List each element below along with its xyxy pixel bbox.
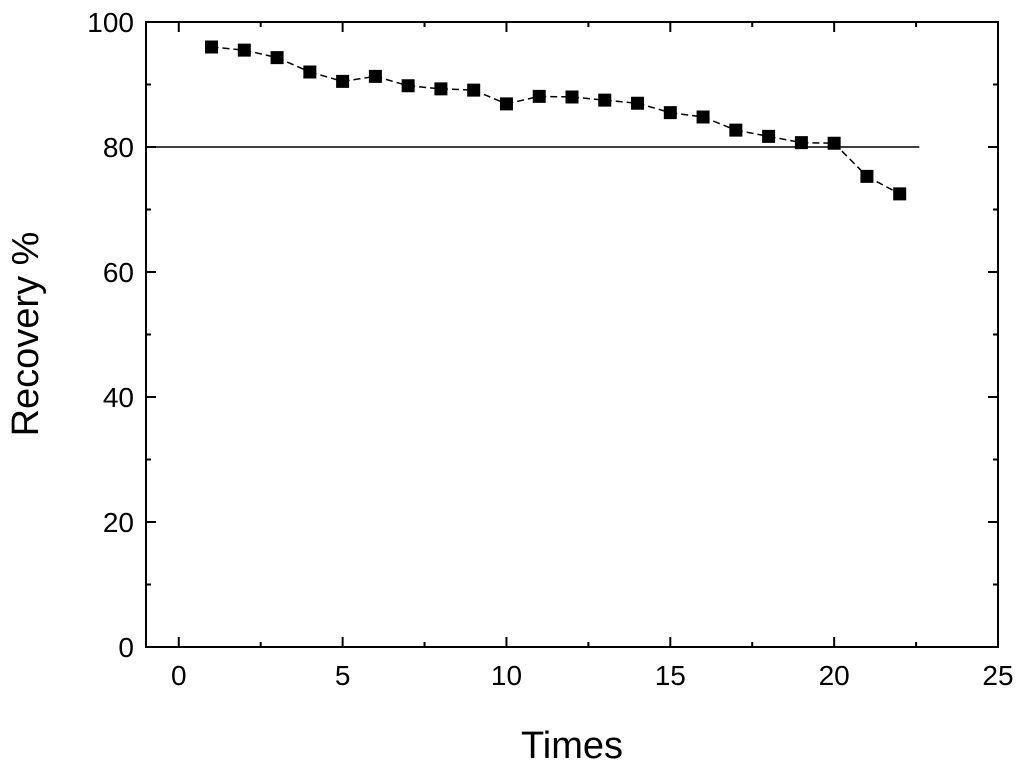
- y-axis-title: Recovery %: [5, 232, 47, 437]
- x-tick-label: 5: [335, 660, 351, 691]
- x-tick-label: 15: [655, 660, 686, 691]
- y-tick-label: 40: [103, 382, 134, 413]
- data-point-marker: [598, 93, 612, 107]
- data-point-marker: [762, 129, 776, 143]
- data-point-marker: [794, 136, 808, 150]
- data-point-marker: [336, 74, 350, 88]
- data-series: [205, 40, 907, 201]
- plot-frame: [145, 21, 999, 648]
- y-tick-label: 100: [87, 7, 134, 38]
- y-tick-label: 60: [103, 257, 134, 288]
- data-point-marker: [303, 65, 317, 79]
- data-point-marker: [696, 110, 710, 124]
- data-point-marker: [827, 136, 841, 150]
- x-tick-label: 10: [491, 660, 522, 691]
- data-point-marker: [663, 106, 677, 120]
- data-point-marker: [893, 187, 907, 201]
- data-point-marker: [237, 43, 251, 57]
- data-point-marker: [499, 97, 513, 111]
- data-point-marker: [368, 69, 382, 83]
- data-point-marker: [401, 79, 415, 93]
- data-point-marker: [467, 83, 481, 97]
- x-axis-title: Times: [521, 725, 623, 766]
- axis-ticks: [146, 21, 999, 648]
- x-tick-label: 0: [171, 660, 187, 691]
- data-point-marker: [860, 169, 874, 183]
- data-point-marker: [532, 89, 546, 103]
- data-point-marker: [434, 82, 448, 96]
- y-tick-label: 80: [103, 132, 134, 163]
- tick-labels: 0 5 10 15 20 25 0 20 40 60 80 100: [87, 7, 1013, 691]
- data-point-marker: [205, 40, 219, 54]
- x-tick-label: 25: [982, 660, 1013, 691]
- y-tick-label: 20: [103, 507, 134, 538]
- data-point-marker: [270, 51, 284, 65]
- x-tick-label: 20: [819, 660, 850, 691]
- data-point-marker: [565, 90, 579, 104]
- y-tick-label: 0: [118, 632, 134, 663]
- data-point-marker: [729, 123, 743, 137]
- data-point-marker: [631, 96, 645, 110]
